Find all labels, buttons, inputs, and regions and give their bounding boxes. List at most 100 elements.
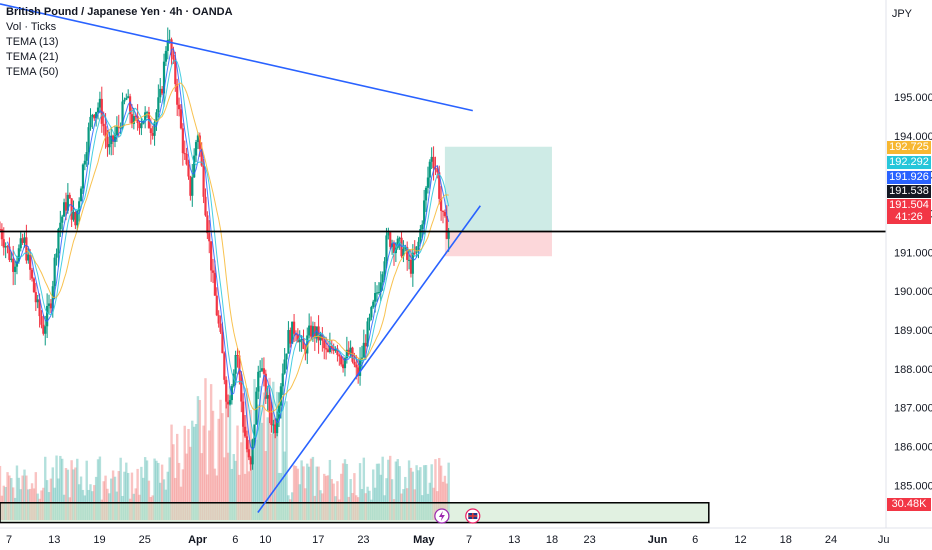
time-tick-label: May xyxy=(413,534,435,546)
volume-bar xyxy=(94,476,98,520)
volume-bar xyxy=(404,476,407,520)
candle-body xyxy=(13,266,17,272)
candle-body xyxy=(436,169,439,173)
candle-body xyxy=(392,243,396,254)
profit-zone[interactable] xyxy=(444,146,552,232)
volume-bar xyxy=(123,471,126,520)
volume-bar xyxy=(340,473,343,520)
volume-bar xyxy=(140,466,143,520)
candle-body xyxy=(306,335,309,354)
volume-bar xyxy=(411,471,415,520)
volume-bar xyxy=(49,478,53,520)
volume-bar xyxy=(296,468,300,520)
candle-body xyxy=(211,270,215,273)
candle-body xyxy=(341,364,345,369)
trendlines[interactable] xyxy=(0,3,886,513)
volume-bar xyxy=(223,457,226,520)
candle-body xyxy=(206,215,209,234)
volume-tag: 30.48K xyxy=(887,498,931,511)
symbol-title[interactable]: British Pound / Japanese Yen · 4h · OAND… xyxy=(6,6,233,18)
event-icons[interactable] xyxy=(434,508,481,524)
volume-bar xyxy=(258,386,262,520)
candle-body xyxy=(424,187,428,201)
candle-body xyxy=(219,323,222,332)
legend-tema-50[interactable]: TEMA (50) xyxy=(6,66,59,78)
legend-tema-13[interactable]: TEMA (13) xyxy=(6,36,59,48)
volume-bar xyxy=(424,465,428,520)
candle-body xyxy=(183,153,186,155)
volume-bar xyxy=(415,465,418,520)
candle-body xyxy=(157,97,160,113)
candle-body xyxy=(66,194,69,211)
volume-bar xyxy=(238,474,241,520)
lower-trendline[interactable] xyxy=(257,205,481,513)
candle-body xyxy=(338,354,341,357)
candle-body xyxy=(249,457,252,465)
volume-bar xyxy=(307,466,311,520)
legend-volume[interactable]: Vol · Ticks xyxy=(6,21,57,33)
volume-bar xyxy=(275,391,279,520)
time-tick-label: 19 xyxy=(93,534,105,546)
volume-bar xyxy=(185,453,188,520)
candle-body xyxy=(83,160,86,165)
candle-body xyxy=(330,346,333,349)
volume-bar xyxy=(385,478,388,520)
candle-body xyxy=(170,39,173,56)
candle-body xyxy=(232,373,235,387)
candle-body xyxy=(385,235,388,262)
volume-bar xyxy=(113,476,117,520)
candle-body xyxy=(115,126,118,136)
currency-label: JPY xyxy=(891,8,912,20)
candle-body xyxy=(323,340,326,349)
volume-bar xyxy=(264,451,267,520)
candle-body xyxy=(389,232,392,247)
candle-body xyxy=(189,176,192,196)
tema-line xyxy=(26,82,449,413)
volume-bar xyxy=(45,480,49,520)
long-position-tool[interactable] xyxy=(0,146,710,524)
price-tick-label: 189.000 xyxy=(894,325,932,337)
candle-body xyxy=(174,59,177,85)
candle-body xyxy=(441,210,445,212)
candle-body xyxy=(193,155,196,178)
volume-bar xyxy=(428,482,432,520)
volume-bar xyxy=(72,469,75,520)
candle-body xyxy=(419,229,422,242)
candle-body xyxy=(421,224,424,230)
volume-bar xyxy=(189,446,192,520)
candle-body xyxy=(23,237,26,243)
tema-line xyxy=(12,59,450,439)
volume-bar xyxy=(110,478,113,520)
candle-body xyxy=(375,292,379,294)
volume-bar xyxy=(153,458,156,520)
candle-body xyxy=(36,299,39,303)
volume-bar xyxy=(387,459,390,520)
candle-body xyxy=(177,104,181,110)
stop-zone[interactable] xyxy=(444,231,552,257)
candle-body xyxy=(145,112,149,114)
candle-body xyxy=(238,355,241,375)
volume-zone-box[interactable] xyxy=(0,502,710,524)
volume-bar xyxy=(345,463,349,520)
volume-bar xyxy=(198,400,202,520)
volume-bar xyxy=(260,422,264,520)
volume-bar xyxy=(0,465,2,520)
candle-body xyxy=(198,135,201,149)
volume-bar xyxy=(104,475,107,520)
candle-body xyxy=(413,252,416,254)
volume-bar xyxy=(262,392,266,520)
candle-body xyxy=(374,293,377,302)
volume-bar xyxy=(398,466,401,520)
candle-body xyxy=(325,348,328,350)
legend-tema-21[interactable]: TEMA (21) xyxy=(6,51,59,63)
volume-bar xyxy=(177,462,181,520)
volume-bar xyxy=(283,451,286,520)
upper-trendline[interactable] xyxy=(0,3,473,112)
volume-bar xyxy=(241,407,245,520)
candle-body xyxy=(291,321,294,344)
volume-bar xyxy=(243,473,247,520)
candle-body xyxy=(270,412,273,425)
volume-bar xyxy=(44,456,47,520)
volume-bar xyxy=(187,428,190,520)
